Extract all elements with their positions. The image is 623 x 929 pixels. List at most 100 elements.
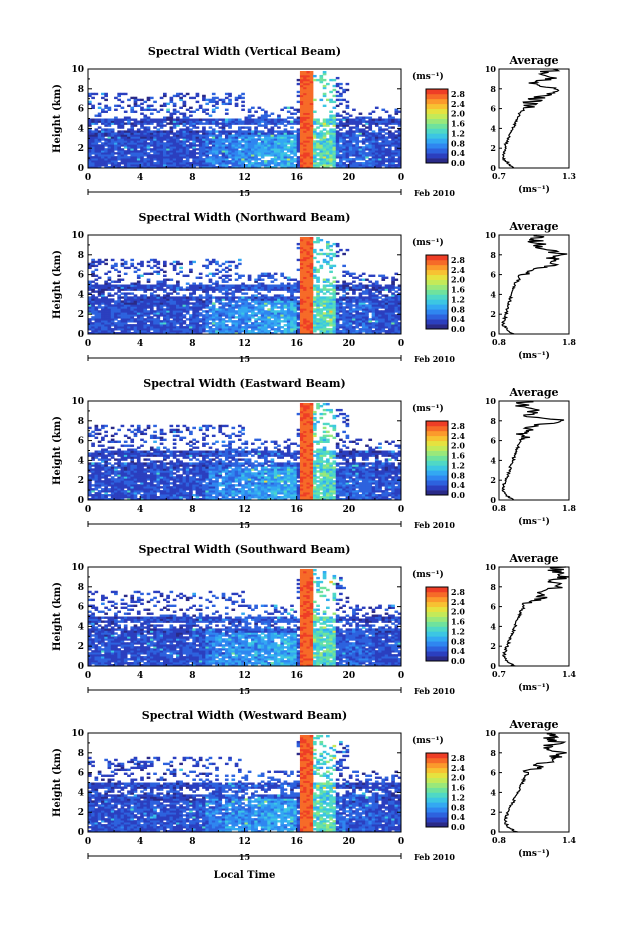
heatmap-cell bbox=[136, 154, 141, 157]
heatmap-cell bbox=[162, 330, 167, 333]
heatmap-cell bbox=[293, 312, 298, 315]
heatmap-cell bbox=[221, 328, 226, 331]
heatmap-cell bbox=[296, 242, 301, 246]
heatmap-cell bbox=[319, 156, 324, 159]
heatmap-cell bbox=[97, 326, 102, 329]
heatmap-cell bbox=[231, 122, 236, 125]
heatmap-cell bbox=[348, 134, 353, 137]
heatmap-cell bbox=[352, 332, 356, 335]
heatmap-cell bbox=[299, 156, 304, 159]
heatmap-cell bbox=[228, 94, 232, 98]
heatmap-cell bbox=[381, 312, 386, 315]
heatmap-cell bbox=[264, 148, 268, 151]
heatmap-cell bbox=[277, 306, 281, 309]
heatmap-cell bbox=[254, 332, 258, 335]
heatmap-cell bbox=[303, 276, 307, 279]
heatmap-cell bbox=[185, 92, 190, 96]
heatmap-cell bbox=[176, 158, 180, 161]
heatmap-cell bbox=[110, 298, 115, 301]
heatmap-cell bbox=[326, 120, 330, 123]
heatmap-cell bbox=[114, 108, 118, 111]
heatmap-cell bbox=[202, 128, 206, 131]
heatmap-cell bbox=[101, 302, 105, 305]
heatmap-cell bbox=[365, 120, 369, 123]
heatmap-cell bbox=[293, 150, 298, 153]
heatmap-cell bbox=[130, 296, 135, 299]
heatmap-cell bbox=[296, 130, 301, 133]
heatmap-cell bbox=[374, 134, 379, 137]
heatmap-cell bbox=[117, 308, 121, 311]
heatmap-cell bbox=[397, 118, 402, 121]
y-tick-label: 2 bbox=[78, 144, 84, 154]
average-profile-line bbox=[501, 68, 561, 169]
heatmap-cell bbox=[277, 152, 281, 155]
heatmap-cell bbox=[215, 144, 219, 147]
heatmap-cell bbox=[176, 164, 180, 167]
heatmap-cell bbox=[306, 118, 311, 121]
heatmap-cell bbox=[208, 326, 213, 329]
heatmap-cell bbox=[205, 144, 210, 147]
heatmap-cell bbox=[88, 262, 92, 266]
heatmap-cell bbox=[329, 122, 333, 125]
heatmap-cell bbox=[97, 136, 102, 139]
heatmap-cell bbox=[384, 284, 389, 287]
heatmap-cell bbox=[224, 274, 229, 277]
heatmap-cell bbox=[309, 86, 314, 90]
heatmap-cell bbox=[224, 266, 229, 270]
heatmap-cell bbox=[143, 328, 148, 331]
heatmap-cell bbox=[371, 152, 376, 155]
heatmap-cell bbox=[384, 142, 389, 145]
heatmap-cell bbox=[208, 284, 213, 287]
heatmap-cell bbox=[319, 322, 324, 325]
heatmap-cell bbox=[368, 290, 373, 293]
heatmap-cell bbox=[335, 76, 340, 80]
heatmap-cell bbox=[348, 130, 353, 133]
heatmap-cell bbox=[309, 246, 314, 250]
heatmap-cell bbox=[335, 300, 340, 303]
heatmap-cell bbox=[202, 290, 206, 293]
heatmap-cell bbox=[127, 142, 131, 145]
heatmap-cell bbox=[195, 328, 200, 331]
heatmap-cell bbox=[365, 154, 369, 157]
heatmap-cell bbox=[260, 140, 265, 143]
heatmap-cell bbox=[358, 122, 363, 125]
heatmap-cell bbox=[303, 296, 307, 299]
heatmap-cell bbox=[286, 106, 291, 109]
heatmap-cell bbox=[329, 328, 333, 331]
heatmap-cell bbox=[273, 316, 278, 319]
heatmap-cell bbox=[127, 286, 131, 289]
heatmap-cell bbox=[322, 92, 327, 96]
heatmap-cell bbox=[224, 152, 229, 155]
heatmap-cell bbox=[358, 132, 363, 135]
heatmap-cell bbox=[339, 114, 343, 117]
heatmap-cell bbox=[153, 330, 157, 333]
heatmap-cell bbox=[224, 122, 229, 125]
heatmap-cell bbox=[286, 164, 291, 167]
heatmap-cell bbox=[97, 144, 102, 147]
heatmap-cell bbox=[107, 106, 112, 109]
heatmap-cell bbox=[378, 130, 382, 133]
heatmap-cell bbox=[309, 140, 314, 143]
heatmap-cell bbox=[231, 324, 236, 327]
heatmap-cell bbox=[299, 94, 304, 98]
heatmap-cell bbox=[358, 312, 363, 315]
heatmap-cell bbox=[329, 152, 333, 155]
heatmap-cell bbox=[244, 296, 249, 299]
heatmap-cell bbox=[335, 84, 340, 88]
heatmap-cell bbox=[120, 166, 125, 169]
heatmap-cell bbox=[114, 302, 118, 305]
heatmap-cell bbox=[146, 144, 151, 147]
heatmap-cell bbox=[312, 158, 317, 161]
heatmap-cell bbox=[215, 138, 219, 141]
heatmap-cell bbox=[332, 284, 337, 287]
heatmap-cell bbox=[257, 118, 262, 121]
heatmap-cell bbox=[306, 158, 311, 161]
heatmap-cell bbox=[296, 164, 301, 167]
heatmap-cell bbox=[329, 320, 333, 323]
heatmap-cell bbox=[312, 326, 317, 329]
heatmap-cell bbox=[303, 126, 307, 129]
heatmap-cell bbox=[215, 158, 219, 161]
heatmap-cell bbox=[104, 298, 108, 301]
heatmap-cell bbox=[120, 286, 125, 289]
heatmap-cell bbox=[234, 132, 239, 135]
